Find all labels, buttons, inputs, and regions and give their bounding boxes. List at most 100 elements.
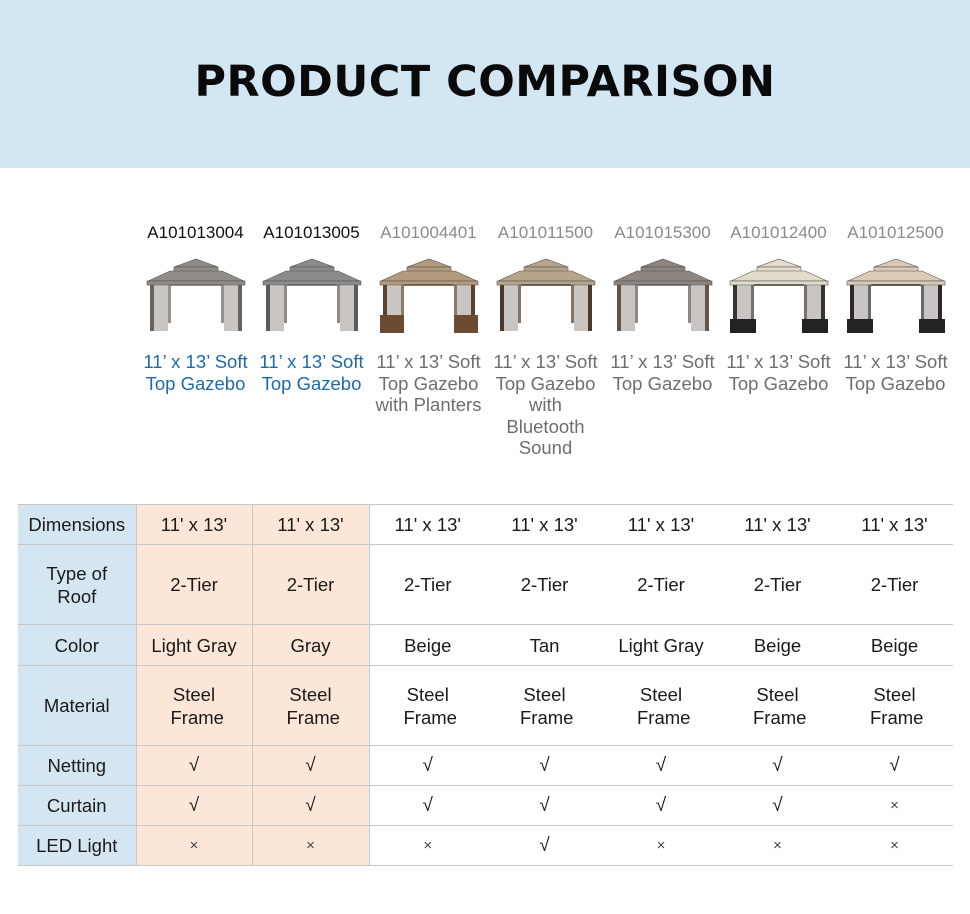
spec-row: Netting √ √ √ √ √ √ √ [18,745,953,786]
spec-cell: 2-Tier [719,544,836,625]
spec-row: Material Steel Frame Steel Frame Steel Fram… [18,665,953,746]
product-image[interactable] [837,257,954,337]
gazebo-thumbnail-image [146,258,245,331]
spec-cell: Gray [252,624,370,666]
product-sku: A101013004 [147,223,244,242]
product-sku: A101012500 [847,223,944,242]
spec-label: Color [18,624,137,666]
spec-cell: 2-Tier [136,544,253,625]
product-column[interactable]: A101012400 11’ x 13’ Soft Top Gazebo [720,215,837,394]
spec-label: Material [18,665,137,746]
spec-cell: √ [369,745,486,786]
product-column[interactable]: A101015300 11’ x 13’ Soft Top Gazebo [604,215,721,394]
spec-cell: 11' x 13' [136,504,253,545]
spec-cell: × [719,825,836,866]
spec-cell: 11' x 13' [836,504,953,545]
spec-label: Netting [18,745,137,786]
header-banner: PRODUCT COMPARISON [0,0,970,168]
spec-cell: Steel Frame [719,665,836,746]
product-image[interactable] [370,257,487,337]
product-column[interactable]: A101011500 11’ x 13’ Soft Top Gazebo with… [487,215,604,459]
spec-cell: × [836,785,953,826]
product-name[interactable]: 11’ x 13’ Soft Top Gazebo [259,351,364,394]
spec-cell: √ [719,745,836,786]
spec-cell: Beige [369,624,486,666]
spec-cell: √ [252,785,370,826]
spec-cell: 11' x 13' [719,504,836,545]
spec-cell: √ [136,785,253,826]
spec-cell: √ [369,785,486,826]
spec-cell: √ [486,825,603,866]
spec-cell: Steel Frame [136,665,253,746]
product-column[interactable]: A101013005 11’ x 13’ Soft Top Gazebo [253,215,370,394]
product-name[interactable]: 11’ x 13’ Soft Top Gazebo [843,351,948,394]
spec-cell: Steel Frame [369,665,486,746]
spec-cell: Steel Frame [603,665,719,746]
spec-cell: Beige [719,624,836,666]
product-column[interactable]: A101013004 11’ x 13’ Soft Top Gazebo [137,215,254,394]
product-name[interactable]: 11’ x 13’ Soft Top Gazebo [726,351,831,394]
spec-cell: × [836,825,953,866]
gazebo-thumbnail-image [729,258,828,333]
comparison-table: Dimensions 11' x 13' 11' x 13' 11' x 13' 11'… [18,504,953,866]
spec-cell: 11' x 13' [603,504,719,545]
gazebo-thumbnail-image [262,258,361,331]
product-column[interactable]: A101004401 11’ x 13’ Soft Top Gazebo with… [370,215,487,416]
product-sku: A101004401 [380,223,477,242]
product-name[interactable]: 11’ x 13’ Soft Top Gazebo with Planters [375,351,482,416]
spec-cell: Tan [486,624,603,666]
spec-cell: 11' x 13' [369,504,486,545]
product-image[interactable] [604,257,721,337]
product-name[interactable]: 11’ x 13’ Soft Top Gazebo [610,351,715,394]
spec-cell: × [136,825,253,866]
spec-label: Type of Roof [18,544,137,625]
spec-cell: Steel Frame [486,665,603,746]
spec-row: LED Light × × × √ × × × [18,825,953,866]
spec-label: Dimensions [18,504,137,545]
spec-cell: 2-Tier [603,544,719,625]
spec-cell: Light Gray [603,624,719,666]
spec-cell: × [369,825,486,866]
spec-cell: × [603,825,719,866]
product-image[interactable] [253,257,370,337]
spec-row: Type of Roof 2-Tier 2-Tier 2-Tier 2-Tier 2-Ti… [18,544,953,625]
product-name[interactable]: 11’ x 13’ Soft Top Gazebo [143,351,248,394]
spec-cell: √ [603,745,719,786]
spec-cell: Beige [836,624,953,666]
spec-cell: √ [719,785,836,826]
spec-cell: Steel Frame [836,665,953,746]
product-image[interactable] [720,257,837,337]
product-header-row: A101013004 11’ x 13’ Soft Top Gazebo A1010… [137,215,953,500]
product-sku: A101013005 [263,223,360,242]
product-image[interactable] [137,257,254,337]
spec-cell: 11' x 13' [252,504,370,545]
product-name[interactable]: 11’ x 13’ Soft Top Gazebo with Bluetooth… [493,351,598,459]
gazebo-thumbnail-image [379,258,478,333]
spec-cell: 2-Tier [836,544,953,625]
spec-row: Curtain √ √ √ √ √ √ × [18,785,953,826]
gazebo-thumbnail-image [496,258,595,331]
product-image[interactable] [487,257,604,337]
spec-cell: √ [486,785,603,826]
spec-cell: √ [252,745,370,786]
spec-cell: Light Gray [136,624,253,666]
product-sku: A101012400 [730,223,827,242]
spec-cell: 2-Tier [486,544,603,625]
spec-cell: 2-Tier [369,544,486,625]
product-sku: A101015300 [614,223,711,242]
spec-label: LED Light [18,825,137,866]
spec-cell: √ [603,785,719,826]
spec-cell: 11' x 13' [486,504,603,545]
product-column[interactable]: A101012500 11’ x 13’ Soft Top Gazebo [837,215,954,394]
spec-cell: √ [486,745,603,786]
spec-cell: 2-Tier [252,544,370,625]
spec-row: Color Light Gray Gray Beige Tan Light Gray Bei… [18,624,953,666]
spec-cell: √ [836,745,953,786]
page-title: PRODUCT COMPARISON [194,57,776,107]
spec-cell: Steel Frame [252,665,370,746]
spec-row: Dimensions 11' x 13' 11' x 13' 11' x 13' 11'… [18,504,953,545]
gazebo-thumbnail-image [613,258,712,331]
product-sku: A101011500 [497,223,594,242]
spec-cell: × [252,825,370,866]
spec-label: Curtain [18,785,137,826]
